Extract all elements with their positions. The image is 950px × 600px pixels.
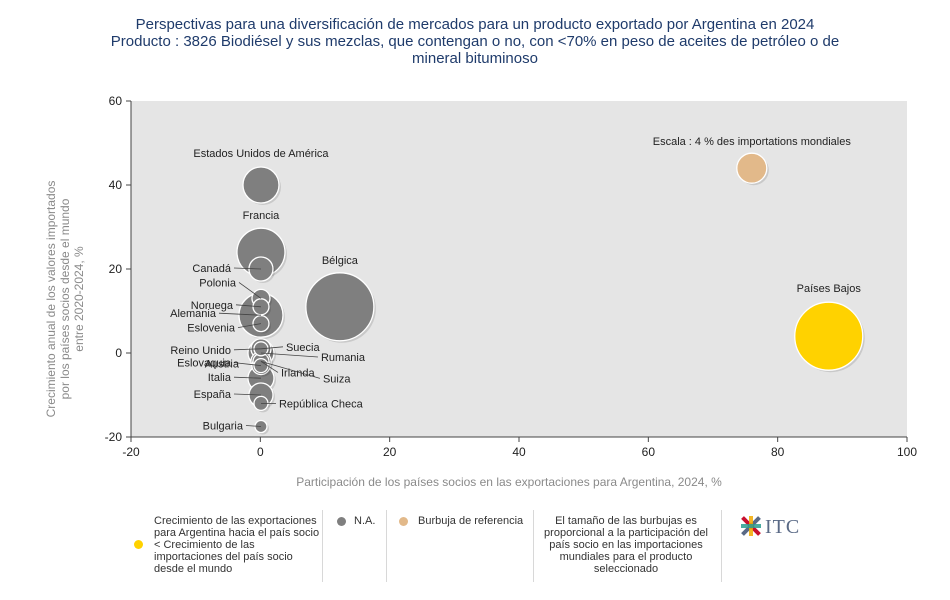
x-tick-label: 60 bbox=[642, 445, 656, 459]
legend-item-size-note: El tamaño de las burbujas es proporciona… bbox=[534, 510, 720, 582]
x-tick-label: 20 bbox=[383, 445, 397, 459]
bubble-pa-ses-bajos[interactable] bbox=[794, 301, 864, 371]
bubble-label: Escala : 4 % des importations mondiales bbox=[653, 136, 852, 148]
y-axis-title: Crecimiento anual de los valores importa… bbox=[44, 181, 86, 418]
bubble-label: Eslovaquia bbox=[177, 358, 232, 370]
legend-highlight-label: Crecimiento de las exportaciones para Ar… bbox=[154, 515, 320, 575]
legend-divider bbox=[721, 510, 722, 582]
bubble-label: Canadá bbox=[192, 263, 231, 275]
y-axis-title-line: Crecimiento anual de los valores importa… bbox=[44, 181, 58, 418]
axes: -20 0 20 40 60 80 100 -20 0 20 40 60 bbox=[105, 94, 918, 459]
bubbles bbox=[236, 152, 865, 435]
legend: Crecimiento de las exportaciones para Ar… bbox=[130, 510, 830, 582]
bubble-label: Países Bajos bbox=[797, 283, 862, 295]
label-leader-line bbox=[260, 346, 284, 350]
bubble-escala-4-des-importations-mondiales[interactable] bbox=[736, 152, 768, 184]
y-tick-label: 60 bbox=[109, 94, 123, 108]
y-axis-title-line: entre 2020-2024, % bbox=[72, 246, 86, 352]
label-leader-line bbox=[233, 362, 262, 366]
bubble-label: Polonia bbox=[199, 277, 237, 289]
bubble-label: Alemania bbox=[170, 308, 217, 320]
label-leader-line bbox=[233, 348, 261, 351]
legend-size-note: El tamaño de las burbujas es proporciona… bbox=[544, 515, 708, 575]
label-leader-line bbox=[233, 267, 261, 270]
legend-item-highlight[interactable]: Crecimiento de las exportaciones para Ar… bbox=[130, 510, 322, 582]
label-leader-line bbox=[245, 425, 262, 427]
bubble-label: Italia bbox=[208, 372, 232, 384]
x-axis-title: Participación de los países socios en la… bbox=[296, 475, 722, 489]
label-leader-line bbox=[260, 361, 279, 373]
label-leader-line bbox=[260, 352, 319, 358]
legend-divider bbox=[322, 510, 323, 582]
y-tick-label: 20 bbox=[109, 262, 123, 276]
itc-logo-text: ITC bbox=[765, 516, 801, 538]
y-tick-label: 40 bbox=[109, 178, 123, 192]
x-tick-label: 40 bbox=[512, 445, 526, 459]
label-leader-line bbox=[235, 304, 262, 308]
itc-logo[interactable]: ITC bbox=[740, 514, 810, 542]
bubble-label: Francia bbox=[243, 210, 281, 222]
label-leader-line bbox=[237, 323, 262, 328]
legend-divider bbox=[386, 510, 387, 582]
bubble-label: Bélgica bbox=[322, 255, 359, 267]
label-leader-line bbox=[218, 312, 261, 316]
label-leader-line bbox=[260, 361, 321, 379]
bubble-chart: -20 0 20 40 60 80 100 -20 0 20 40 60 Estados Unidos… bbox=[44, 94, 918, 489]
bubble-label: República Checa bbox=[279, 398, 364, 410]
bubble-labels: Estados Unidos de América Francia Canadá Bé… bbox=[170, 136, 861, 432]
bubble-estados-unidos-de-am-rica[interactable] bbox=[242, 166, 280, 204]
itc-logo-icon bbox=[741, 516, 761, 536]
bubble-label: Eslovenia bbox=[187, 323, 236, 335]
yellow-dot-icon bbox=[134, 540, 143, 549]
y-tick-label: -20 bbox=[105, 430, 123, 444]
bubble-label: Rumania bbox=[321, 352, 366, 364]
bubble-b-lgica[interactable] bbox=[305, 272, 375, 342]
legend-na-label: N.A. bbox=[354, 515, 376, 527]
x-tick-label: 0 bbox=[257, 445, 264, 459]
legend-divider bbox=[533, 510, 534, 582]
gray-dot-icon bbox=[337, 517, 346, 526]
legend-reference-label: Burbuja de referencia bbox=[418, 515, 524, 527]
bubble-label: Noruega bbox=[191, 300, 234, 312]
bubble-label: Suecia bbox=[286, 342, 321, 354]
x-tick-label: -20 bbox=[122, 445, 140, 459]
tan-dot-icon bbox=[399, 517, 408, 526]
x-tick-label: 80 bbox=[771, 445, 785, 459]
bubble-label: España bbox=[194, 389, 232, 401]
x-tick-label: 100 bbox=[897, 445, 917, 459]
chart-title: Perspectivas para una diversificación de… bbox=[0, 16, 950, 67]
label-leader-line bbox=[233, 393, 261, 396]
y-axis-title-line: por los países socios desde el mundo bbox=[58, 198, 72, 399]
label-leader-line bbox=[233, 376, 261, 379]
legend-item-reference[interactable]: Burbuja de referencia bbox=[387, 510, 532, 582]
y-tick-label: 0 bbox=[115, 346, 122, 360]
title-line-3: mineral bituminoso bbox=[412, 50, 538, 67]
legend-item-na[interactable]: N.A. bbox=[323, 510, 385, 582]
bubble-label: Austria bbox=[205, 359, 240, 371]
bubble-label: Reino Unido bbox=[170, 345, 231, 357]
bubble-label: Estados Unidos de América bbox=[193, 148, 329, 160]
title-line-1: Perspectivas para una diversificación de… bbox=[135, 16, 815, 33]
title-line-2: Producto : 3826 Biodiésel y sus mezclas,… bbox=[110, 33, 840, 50]
label-leader-line bbox=[238, 282, 262, 299]
bubble-label: Bulgaria bbox=[203, 421, 244, 433]
bubble-label: Suiza bbox=[323, 373, 351, 385]
bubble-label: Irlanda bbox=[281, 367, 316, 379]
